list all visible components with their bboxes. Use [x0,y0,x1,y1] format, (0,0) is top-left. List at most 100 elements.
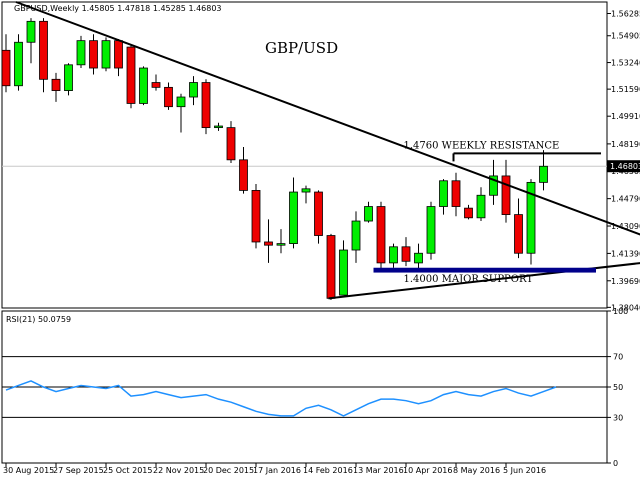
candle [339,240,348,296]
rsi-tick-label: 100 [613,307,628,316]
candle-body-down [126,46,136,104]
price-tick-label: 1.54905 [611,32,640,41]
trendline [328,262,640,300]
rsi-tick-label: 70 [613,353,623,362]
candle [301,185,311,204]
time-tick-label: 14 Feb 2016 [303,466,353,475]
candle [376,201,386,271]
candle-body-down [239,159,248,191]
candle [539,150,548,191]
candle [464,204,473,220]
candle [64,63,73,96]
candle [239,146,248,194]
candle-body-up [439,180,448,207]
time-tick-label: 17 Jan 2016 [253,466,301,475]
candle-body-up [26,20,36,43]
candle-body-down [376,206,386,264]
candle [264,219,273,263]
candle-body-up [301,188,311,193]
candle-body-down [514,214,523,254]
price-tick-label: 1.41390 [611,249,640,258]
time-tick-label: 27 Sep 2015 [53,466,104,475]
price-tick-label: 1.38040 [611,303,640,312]
candle-body-down [451,180,461,207]
candle [101,37,111,72]
annotation: 1.4000 MAJOR SUPPORT [404,274,534,285]
candle-body-down [326,235,336,299]
candle [414,243,423,270]
candle [126,45,136,109]
candle-body-down [164,86,173,108]
time-tick-label: 8 May 2016 [453,466,500,475]
candle [501,159,511,223]
candle [151,74,161,91]
candle [476,187,486,222]
candle-body-up [539,165,548,183]
candle-body-up [64,64,73,91]
candle [164,82,173,110]
price-tick-label: 1.53240 [611,59,640,68]
candle [214,122,223,131]
trendline [15,1,640,236]
candle [26,18,36,64]
candle [189,76,198,106]
price-tick-label: 1.49910 [611,112,640,121]
candle-body-down [89,40,98,69]
rsi-line [5,380,557,417]
time-tick-label: 10 Apr 2016 [403,466,452,475]
candle-body-up [189,82,198,98]
candle-body-up [339,249,348,296]
candle [201,79,211,135]
candle [276,229,286,254]
candle [326,233,336,300]
current-price-label: 1.46803 [610,162,640,171]
candle-body-up [176,96,186,108]
candle-body-up [214,125,223,129]
candle [451,172,461,217]
rsi-tick-label: 50 [613,383,623,392]
price-tick-label: 1.48190 [611,140,640,149]
candle-body-up [351,220,361,251]
price-tag [607,160,640,173]
candle [176,93,186,133]
candle-body-up [139,67,148,104]
candle-body-up [289,191,298,244]
candle-body-down [1,49,11,87]
time-tick-label: 5 Jun 2016 [503,466,546,475]
candle-body-down [226,127,236,161]
candle [314,190,323,244]
candle-body-up [414,252,423,264]
chart-header: GBPUSD,Weekly 1.45805 1.47818 1.45285 1.… [14,4,222,13]
candle [364,201,373,223]
candle [139,66,148,106]
rsi-tick-label: 30 [613,413,623,422]
candle-body-up [14,41,23,87]
candle-body-up [364,206,373,222]
price-tick-label: 1.43090 [611,222,640,231]
time-tick-label: 20 Dec 2015 [203,466,254,475]
chart-title: GBP/USD [265,39,338,57]
candle [1,34,11,93]
candle [76,35,86,69]
candle-body-up [426,206,436,254]
candle-body-up [276,243,286,246]
candle [39,18,48,93]
candle-body-down [464,207,473,219]
candle-body-down [401,246,411,262]
time-tick-label: 22 Nov 2015 [153,466,204,475]
price-tick-label: 1.51590 [611,85,640,94]
candle-body-down [39,20,48,80]
price-tick-label: 1.56285 [611,10,640,19]
candle [226,121,236,164]
time-tick-label: 13 Mar 2016 [353,466,404,475]
price-tick-label: 1.44790 [611,195,640,204]
candle-body-up [389,246,398,264]
candle-body-down [501,175,511,215]
candle [389,243,398,268]
candle [251,183,261,249]
candle-body-down [314,191,323,236]
candle [439,179,448,215]
candle [426,201,436,260]
